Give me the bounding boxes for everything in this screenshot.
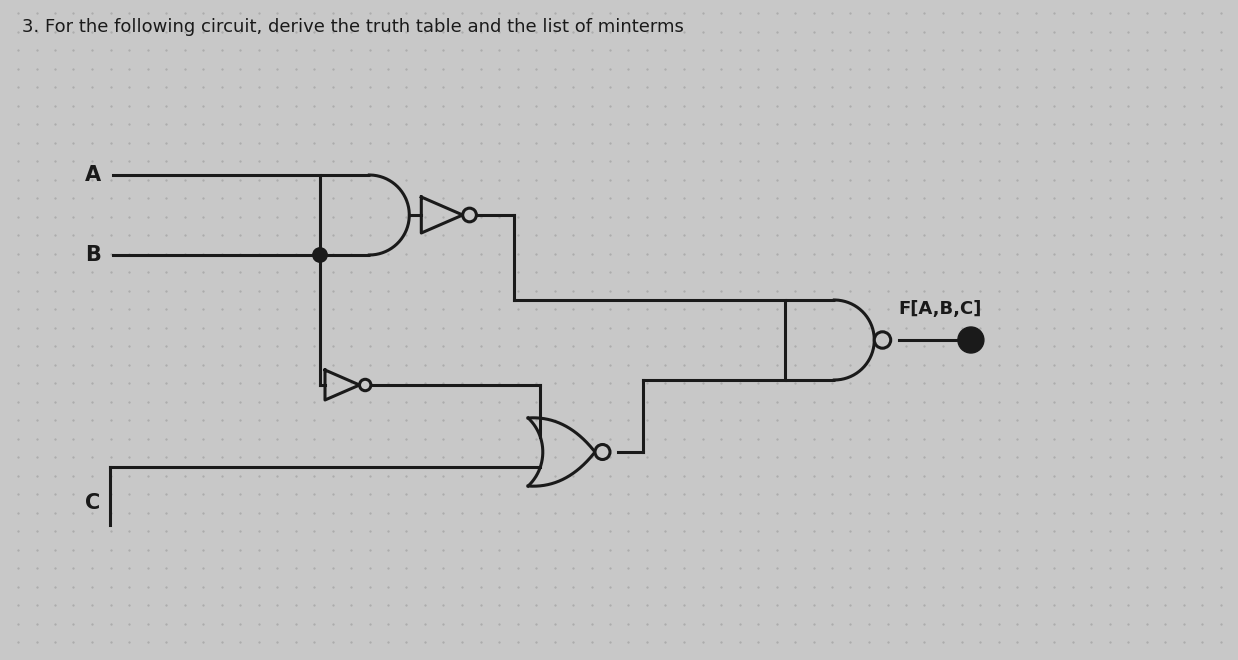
Circle shape: [595, 444, 610, 459]
Text: A: A: [85, 165, 102, 185]
Circle shape: [359, 379, 371, 391]
Circle shape: [463, 208, 477, 222]
Text: C: C: [85, 493, 100, 513]
Text: F[A,B,C]: F[A,B,C]: [899, 300, 982, 318]
Text: 3. For the following circuit, derive the truth table and the list of minterms: 3. For the following circuit, derive the…: [22, 18, 683, 36]
Circle shape: [874, 332, 890, 348]
Text: B: B: [85, 245, 100, 265]
Circle shape: [958, 327, 984, 353]
Circle shape: [313, 248, 327, 262]
